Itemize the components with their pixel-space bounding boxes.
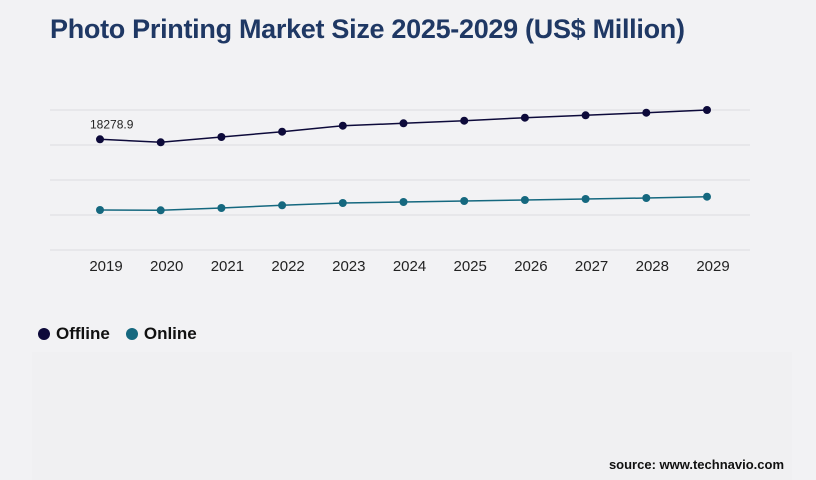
point-online-2027[interactable] — [581, 195, 590, 204]
point-offline-2021[interactable] — [217, 133, 226, 142]
x-tick-label: 2021 — [211, 258, 244, 275]
point-offline-2022[interactable] — [278, 127, 287, 136]
x-tick-label: 2025 — [454, 258, 487, 275]
point-online-2026[interactable] — [520, 196, 529, 205]
data-label-offline-2019: 18278.9 — [90, 117, 134, 131]
point-online-2021[interactable] — [217, 204, 226, 213]
x-tick-label: 2028 — [636, 258, 669, 275]
x-tick-label: 2027 — [575, 258, 608, 275]
legend-marker-online — [125, 328, 138, 340]
x-tick-label: 2024 — [393, 258, 426, 275]
legend-marker-offline — [38, 328, 50, 340]
point-online-2028[interactable] — [642, 194, 651, 203]
x-tick-label: 2020 — [150, 258, 183, 275]
point-offline-2019[interactable] — [96, 135, 104, 144]
x-tick-label: 2023 — [332, 258, 365, 275]
point-offline-2024[interactable] — [399, 119, 408, 128]
source-text: source: www.technavio.com — [608, 457, 784, 472]
legend-label-online: Online — [143, 324, 197, 343]
x-tick-label: 2019 — [89, 258, 122, 275]
point-offline-2023[interactable] — [338, 121, 347, 130]
point-online-2020[interactable] — [156, 206, 165, 215]
legend: Offline Online — [38, 324, 197, 344]
legend-item-online[interactable]: Online — [125, 324, 197, 344]
point-online-2022[interactable] — [278, 201, 287, 210]
chart-title: Photo Printing Market Size 2025-2029 (US… — [50, 14, 685, 44]
point-online-2023[interactable] — [338, 199, 347, 208]
legend-label-offline: Offline — [56, 324, 110, 343]
point-online-2019[interactable] — [96, 205, 104, 214]
x-tick-label: 2022 — [271, 258, 304, 275]
point-offline-2025[interactable] — [460, 116, 469, 125]
point-offline-2027[interactable] — [581, 111, 590, 120]
background-panel — [32, 352, 792, 480]
point-offline-2026[interactable] — [520, 113, 529, 122]
legend-item-offline[interactable]: Offline — [38, 324, 110, 344]
point-online-2025[interactable] — [460, 196, 469, 205]
x-tick-label: 2029 — [696, 258, 729, 275]
point-online-2029[interactable] — [703, 192, 711, 201]
point-offline-2028[interactable] — [642, 108, 651, 117]
line-chart: 2019 2020 2021 2022 2023 2024 2025 2026 2027 2028… — [50, 106, 750, 275]
x-tick-label: 2026 — [514, 258, 547, 275]
point-offline-2029[interactable] — [703, 106, 711, 115]
point-offline-2020[interactable] — [156, 138, 165, 147]
point-online-2024[interactable] — [399, 197, 408, 206]
